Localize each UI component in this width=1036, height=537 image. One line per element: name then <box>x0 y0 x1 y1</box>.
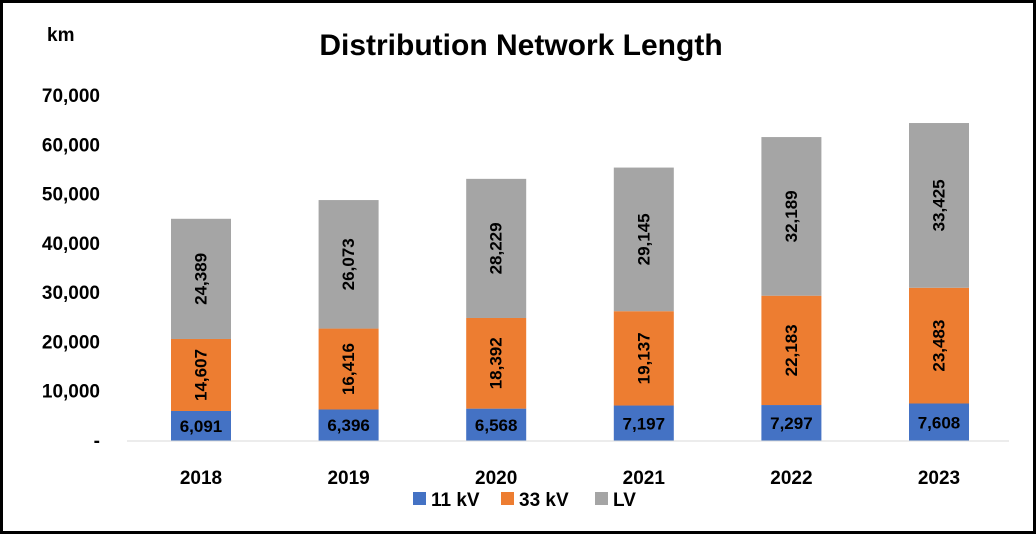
bar-segment-11kv <box>171 410 231 441</box>
bar-segment-lv <box>318 200 379 329</box>
bar-segment-33kv <box>466 317 527 409</box>
bar-segment-lv <box>171 218 231 339</box>
data-label: 22,183 <box>782 324 801 376</box>
x-tick-label: 2018 <box>180 468 222 489</box>
legend-swatch <box>501 492 514 505</box>
data-label: 32,189 <box>782 190 801 242</box>
bar-segment-33kv <box>318 328 379 410</box>
y-tick-label: 60,000 <box>42 135 100 156</box>
bar-segment-11kv <box>466 408 527 441</box>
data-label: 7,608 <box>918 413 961 432</box>
bar-segment-33kv <box>909 287 969 404</box>
bar-segment-33kv <box>171 338 231 411</box>
y-tick-label: 10,000 <box>42 382 100 403</box>
data-label: 29,145 <box>634 213 653 265</box>
bar-segment-11kv <box>318 409 379 441</box>
y-axis-ticks: - 10,000 20,000 30,000 40,000 50,000 60,000 70,… <box>42 86 100 452</box>
x-tick-label: 2022 <box>770 468 812 489</box>
data-label: 18,392 <box>487 337 506 389</box>
x-tick-label: 2023 <box>918 468 960 489</box>
x-axis-ticks: 2018 2019 2020 2021 2022 2023 <box>180 468 960 489</box>
data-label: 6,568 <box>475 416 518 435</box>
y-tick-label: 40,000 <box>42 234 100 255</box>
bar-segment-lv <box>909 123 969 288</box>
chart-title: Distribution Network Length <box>319 29 722 62</box>
legend-swatch <box>595 492 608 505</box>
data-label: 23,483 <box>930 320 949 372</box>
data-label: 28,229 <box>487 222 506 274</box>
data-label: 16,416 <box>339 343 358 395</box>
bar-segment-lv <box>466 178 527 318</box>
y-tick-label: - <box>94 431 100 452</box>
x-tick-label: 2020 <box>475 468 517 489</box>
data-label: 7,197 <box>623 414 666 433</box>
y-tick-label: 50,000 <box>42 185 100 206</box>
bar-segments: 6,091 14,607 24,389 6,396 16,416 26,073 6,568 1… <box>171 123 969 441</box>
y-tick-label: 70,000 <box>42 86 100 107</box>
bar-segment-lv <box>761 137 822 296</box>
data-label: 33,425 <box>930 179 949 231</box>
bar-segment-lv <box>613 167 674 312</box>
data-label: 6,396 <box>327 416 370 435</box>
y-tick-label: 30,000 <box>42 283 100 304</box>
legend-label: LV <box>613 490 636 511</box>
data-label: 26,073 <box>339 238 358 290</box>
x-tick-label: 2021 <box>623 468 666 489</box>
bar-segment-11kv <box>613 405 674 441</box>
legend: 11 kV 33 kV LV <box>413 490 636 511</box>
bar-segment-33kv <box>613 311 674 406</box>
legend-label: 33 kV <box>519 490 569 511</box>
data-label: 6,091 <box>180 417 223 436</box>
legend-label: 11 kV <box>431 490 480 511</box>
y-tick-label: 20,000 <box>42 332 100 353</box>
data-label: 19,137 <box>634 332 653 384</box>
bar-segment-33kv <box>761 295 822 406</box>
bar-chart: Distribution Network Length km - 10,000 20… <box>42 25 1009 511</box>
x-tick-label: 2019 <box>327 468 369 489</box>
data-label: 24,389 <box>192 253 211 305</box>
legend-swatch <box>413 492 426 505</box>
bar-segment-11kv <box>909 403 969 441</box>
y-axis-unit-label: km <box>47 25 74 46</box>
data-label: 7,297 <box>770 414 813 433</box>
data-label: 14,607 <box>192 349 211 401</box>
bar-segment-11kv <box>761 405 822 441</box>
